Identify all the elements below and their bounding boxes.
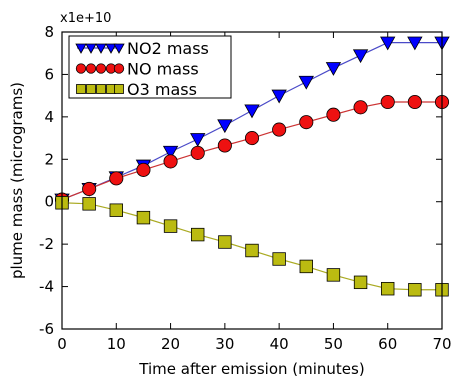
legend-marker	[75, 43, 87, 54]
legend-item: NO mass	[75, 60, 199, 79]
x-tick-label: 30	[215, 335, 234, 353]
ticks-layer: 0 10 20 30 40 50 60 70 -6 -4 -2 0 2 4 6 8	[39, 23, 452, 353]
legend-item: NO2 mass	[75, 39, 209, 58]
data-point	[353, 275, 368, 290]
y-axis-title: plume mass (micrograms)	[8, 82, 26, 279]
data-point	[163, 219, 178, 233]
data-point	[353, 100, 368, 115]
data-point	[325, 62, 342, 76]
data-point	[136, 210, 151, 225]
data-point	[380, 94, 395, 110]
data-point	[136, 162, 151, 177]
legend-marker	[85, 63, 97, 74]
data-point	[109, 171, 124, 186]
data-point	[109, 203, 123, 217]
legend-box	[68, 35, 232, 99]
data-point	[163, 154, 178, 169]
legend-marker	[75, 63, 87, 74]
data-point	[352, 49, 369, 64]
x-axis-title: Time after emission (minutes)	[138, 360, 364, 378]
data-point	[217, 119, 233, 134]
data-point	[271, 89, 287, 104]
x-tick-label: 0	[57, 335, 67, 353]
y-tick-label: -6	[39, 320, 54, 338]
y-tick-label: 2	[44, 150, 54, 168]
data-point	[162, 145, 179, 160]
data-point	[299, 115, 314, 130]
data-point	[244, 104, 260, 119]
data-point	[190, 145, 205, 160]
x-tick-label: 20	[161, 335, 180, 353]
data-point	[245, 243, 259, 258]
legend-marker	[113, 43, 125, 54]
x-tick-label: 50	[324, 335, 343, 353]
legend-label: O3 mass	[127, 80, 197, 99]
data-point	[408, 283, 422, 297]
y-tick-label: -2	[39, 235, 54, 253]
plot-frame	[61, 31, 443, 330]
y-tick-label: 8	[44, 23, 54, 41]
legend-item: O3 mass	[76, 80, 197, 99]
data-point	[380, 36, 396, 51]
series-layer	[54, 36, 450, 297]
data-point	[82, 181, 97, 197]
data-point	[326, 268, 341, 282]
data-point	[272, 122, 287, 137]
data-point	[190, 133, 206, 147]
y-tick-label: -4	[39, 278, 54, 296]
x-tick-label: 60	[378, 335, 397, 353]
data-point	[407, 36, 423, 51]
legend-marker	[76, 84, 86, 94]
y-scale-label: x1e+10	[60, 11, 111, 26]
legend-marker	[113, 63, 125, 74]
data-point	[326, 107, 341, 122]
x-tick-label: 40	[270, 335, 289, 353]
data-point	[244, 131, 260, 146]
series-2	[55, 196, 449, 297]
data-point	[299, 259, 313, 274]
x-tick-label: 70	[432, 335, 451, 353]
data-point	[217, 138, 232, 153]
legend-marker	[86, 84, 96, 94]
data-point	[381, 281, 395, 296]
data-point	[191, 227, 205, 242]
x-tick-label: 10	[107, 335, 126, 353]
data-point	[272, 252, 286, 266]
legend-marker	[114, 84, 124, 94]
data-point	[407, 94, 422, 110]
legend-label: NO mass	[127, 60, 199, 79]
legend-marker	[85, 43, 97, 54]
y-tick-label: 0	[44, 193, 54, 211]
data-point	[82, 197, 96, 211]
legend-marker	[96, 84, 106, 94]
legend-label: NO2 mass	[127, 39, 209, 58]
legend-marker	[95, 63, 107, 74]
data-point	[218, 235, 232, 249]
data-point	[298, 75, 314, 90]
legend-marker	[105, 43, 117, 54]
y-tick-label: 4	[44, 108, 54, 126]
legend-marker	[95, 43, 107, 54]
y-tick-label: 6	[44, 65, 54, 83]
